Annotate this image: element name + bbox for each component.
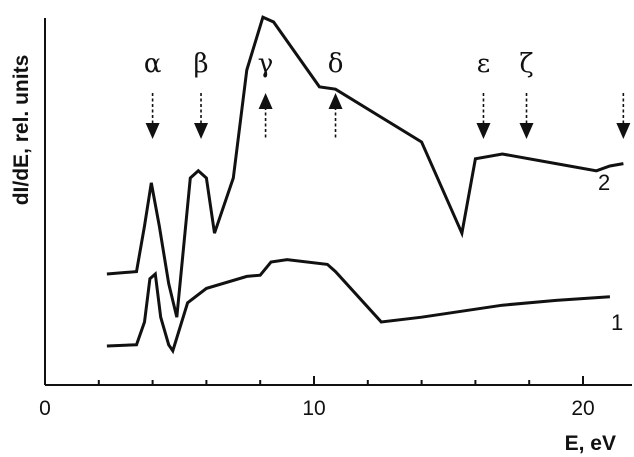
annotation-arrow-up-icon xyxy=(258,93,273,109)
x-tick-labels: 0 10 20 xyxy=(39,397,595,420)
annotation-label: α xyxy=(144,49,162,79)
annotation-label: β xyxy=(194,49,209,79)
x-tick-label: 10 xyxy=(302,397,325,420)
annotation-arrow-down-icon xyxy=(476,123,491,139)
series-group xyxy=(106,15,624,355)
x-axis-title: E, eV xyxy=(565,432,616,455)
annotation-arrow-down-icon xyxy=(616,123,631,139)
x-tick-label: 20 xyxy=(571,397,594,420)
curve-label-1: 1 xyxy=(611,310,623,335)
axes xyxy=(44,18,632,386)
annotation-label: ε xyxy=(477,49,490,79)
curve-label-2: 2 xyxy=(598,170,610,195)
y-axis-title: dI/dE, rel. units xyxy=(10,55,33,206)
annotation-label: ζ xyxy=(519,49,533,79)
annotation-arrow-down-icon xyxy=(194,123,209,139)
annotation-label: δ xyxy=(328,49,344,79)
annotation-arrow-down-icon xyxy=(145,123,160,139)
annotation-label: γ xyxy=(258,49,274,79)
series-1-line xyxy=(106,258,611,355)
x-ticks xyxy=(44,376,584,385)
series-2-line xyxy=(106,15,624,318)
curve-labels: 12 xyxy=(598,170,623,335)
x-tick-label: 0 xyxy=(39,397,51,420)
annotation-arrow-down-icon xyxy=(519,123,534,139)
annotation-arrow-up-icon xyxy=(328,93,343,109)
